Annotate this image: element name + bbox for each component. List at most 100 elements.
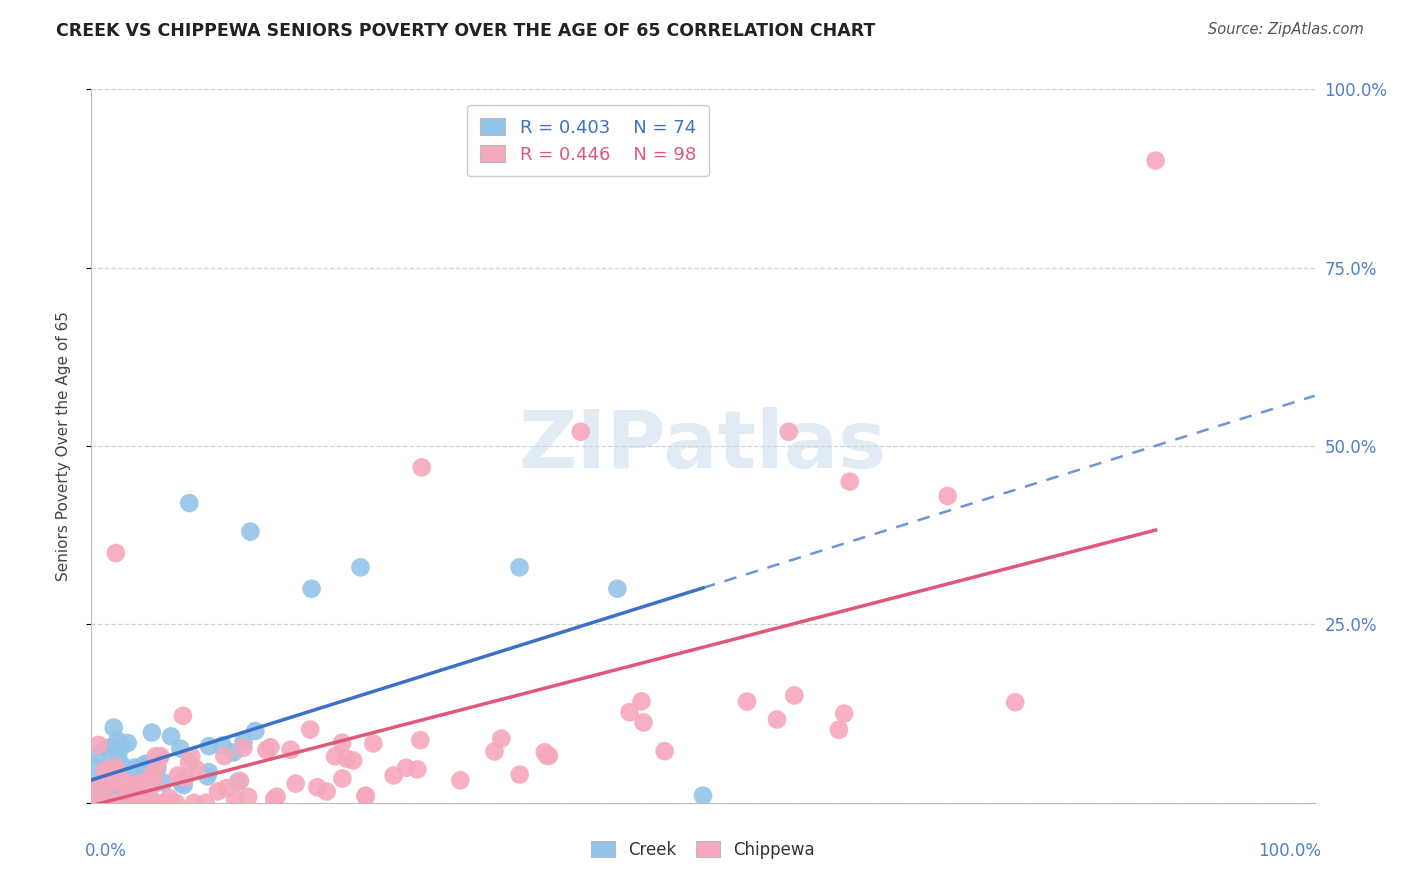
Point [783,689,806,703]
Point [315,784,337,798]
Point [183,796,205,810]
Point [145,758,167,772]
Point [239,524,262,539]
Point [103,791,125,805]
Point [330,736,353,750]
Point [91,780,114,794]
Point [828,723,851,737]
Point [107,775,129,789]
Point [232,734,254,748]
Point [87,775,110,789]
Point [129,776,152,790]
Point [101,796,124,810]
Point [104,546,127,560]
Point [97,796,120,810]
Text: ZIPatlas: ZIPatlas [519,407,887,485]
Point [149,749,172,764]
Point [93,764,115,778]
Point [224,792,246,806]
Point [128,796,150,810]
Point [395,761,418,775]
Point [254,743,277,757]
Point [136,766,159,780]
Point [411,460,433,475]
Point [766,713,789,727]
Point [152,796,174,810]
Point [91,784,114,798]
Point [172,708,194,723]
Point [174,771,197,785]
Point [83,786,105,800]
Point [139,792,162,806]
Point [96,778,118,792]
Point [136,767,159,781]
Point [214,749,236,764]
Point [83,783,105,797]
Point [838,475,860,489]
Point [307,780,329,795]
Y-axis label: Seniors Poverty Over the Age of 65: Seniors Poverty Over the Age of 65 [56,311,70,581]
Point [301,582,323,596]
Point [170,776,193,790]
Point [105,764,128,778]
Text: 100.0%: 100.0% [1258,842,1320,860]
Point [142,796,165,810]
Point [138,790,160,805]
Point [132,758,155,772]
Point [110,765,132,780]
Point [323,749,346,764]
Point [619,706,641,720]
Point [160,729,183,743]
Point [195,769,218,783]
Point [166,768,188,782]
Point [136,796,159,810]
Point [103,760,125,774]
Point [173,778,195,792]
Point [406,763,429,777]
Point [98,764,121,779]
Point [112,796,135,810]
Point [96,741,118,756]
Point [90,787,112,801]
Point [96,769,118,783]
Point [222,746,245,760]
Point [536,748,558,763]
Point [122,796,145,810]
Point [111,774,134,789]
Point [84,796,107,810]
Point [112,780,135,795]
Point [97,796,120,810]
Point [122,795,145,809]
Point [335,751,357,765]
Point [409,733,432,747]
Point [142,769,165,783]
Point [280,743,302,757]
Point [142,764,165,779]
Point [111,796,134,810]
Point [186,762,208,776]
Point [180,749,202,764]
Point [207,784,229,798]
Point [107,733,129,747]
Point [98,789,121,804]
Point [361,736,384,750]
Point [120,789,142,803]
Point [266,789,288,804]
Point [115,775,138,789]
Point [117,796,139,810]
Point [80,796,103,810]
Point [936,489,959,503]
Point [141,725,163,739]
Point [152,775,174,789]
Point [194,796,217,810]
Point [692,789,714,803]
Point [103,794,125,808]
Point [226,774,249,789]
Point [509,560,531,574]
Text: CREEK VS CHIPPEWA SENIORS POVERTY OVER THE AGE OF 65 CORRELATION CHART: CREEK VS CHIPPEWA SENIORS POVERTY OVER T… [56,22,876,40]
Point [537,748,560,763]
Point [198,739,221,754]
Point [484,744,506,758]
Point [145,749,167,764]
Point [349,560,371,574]
